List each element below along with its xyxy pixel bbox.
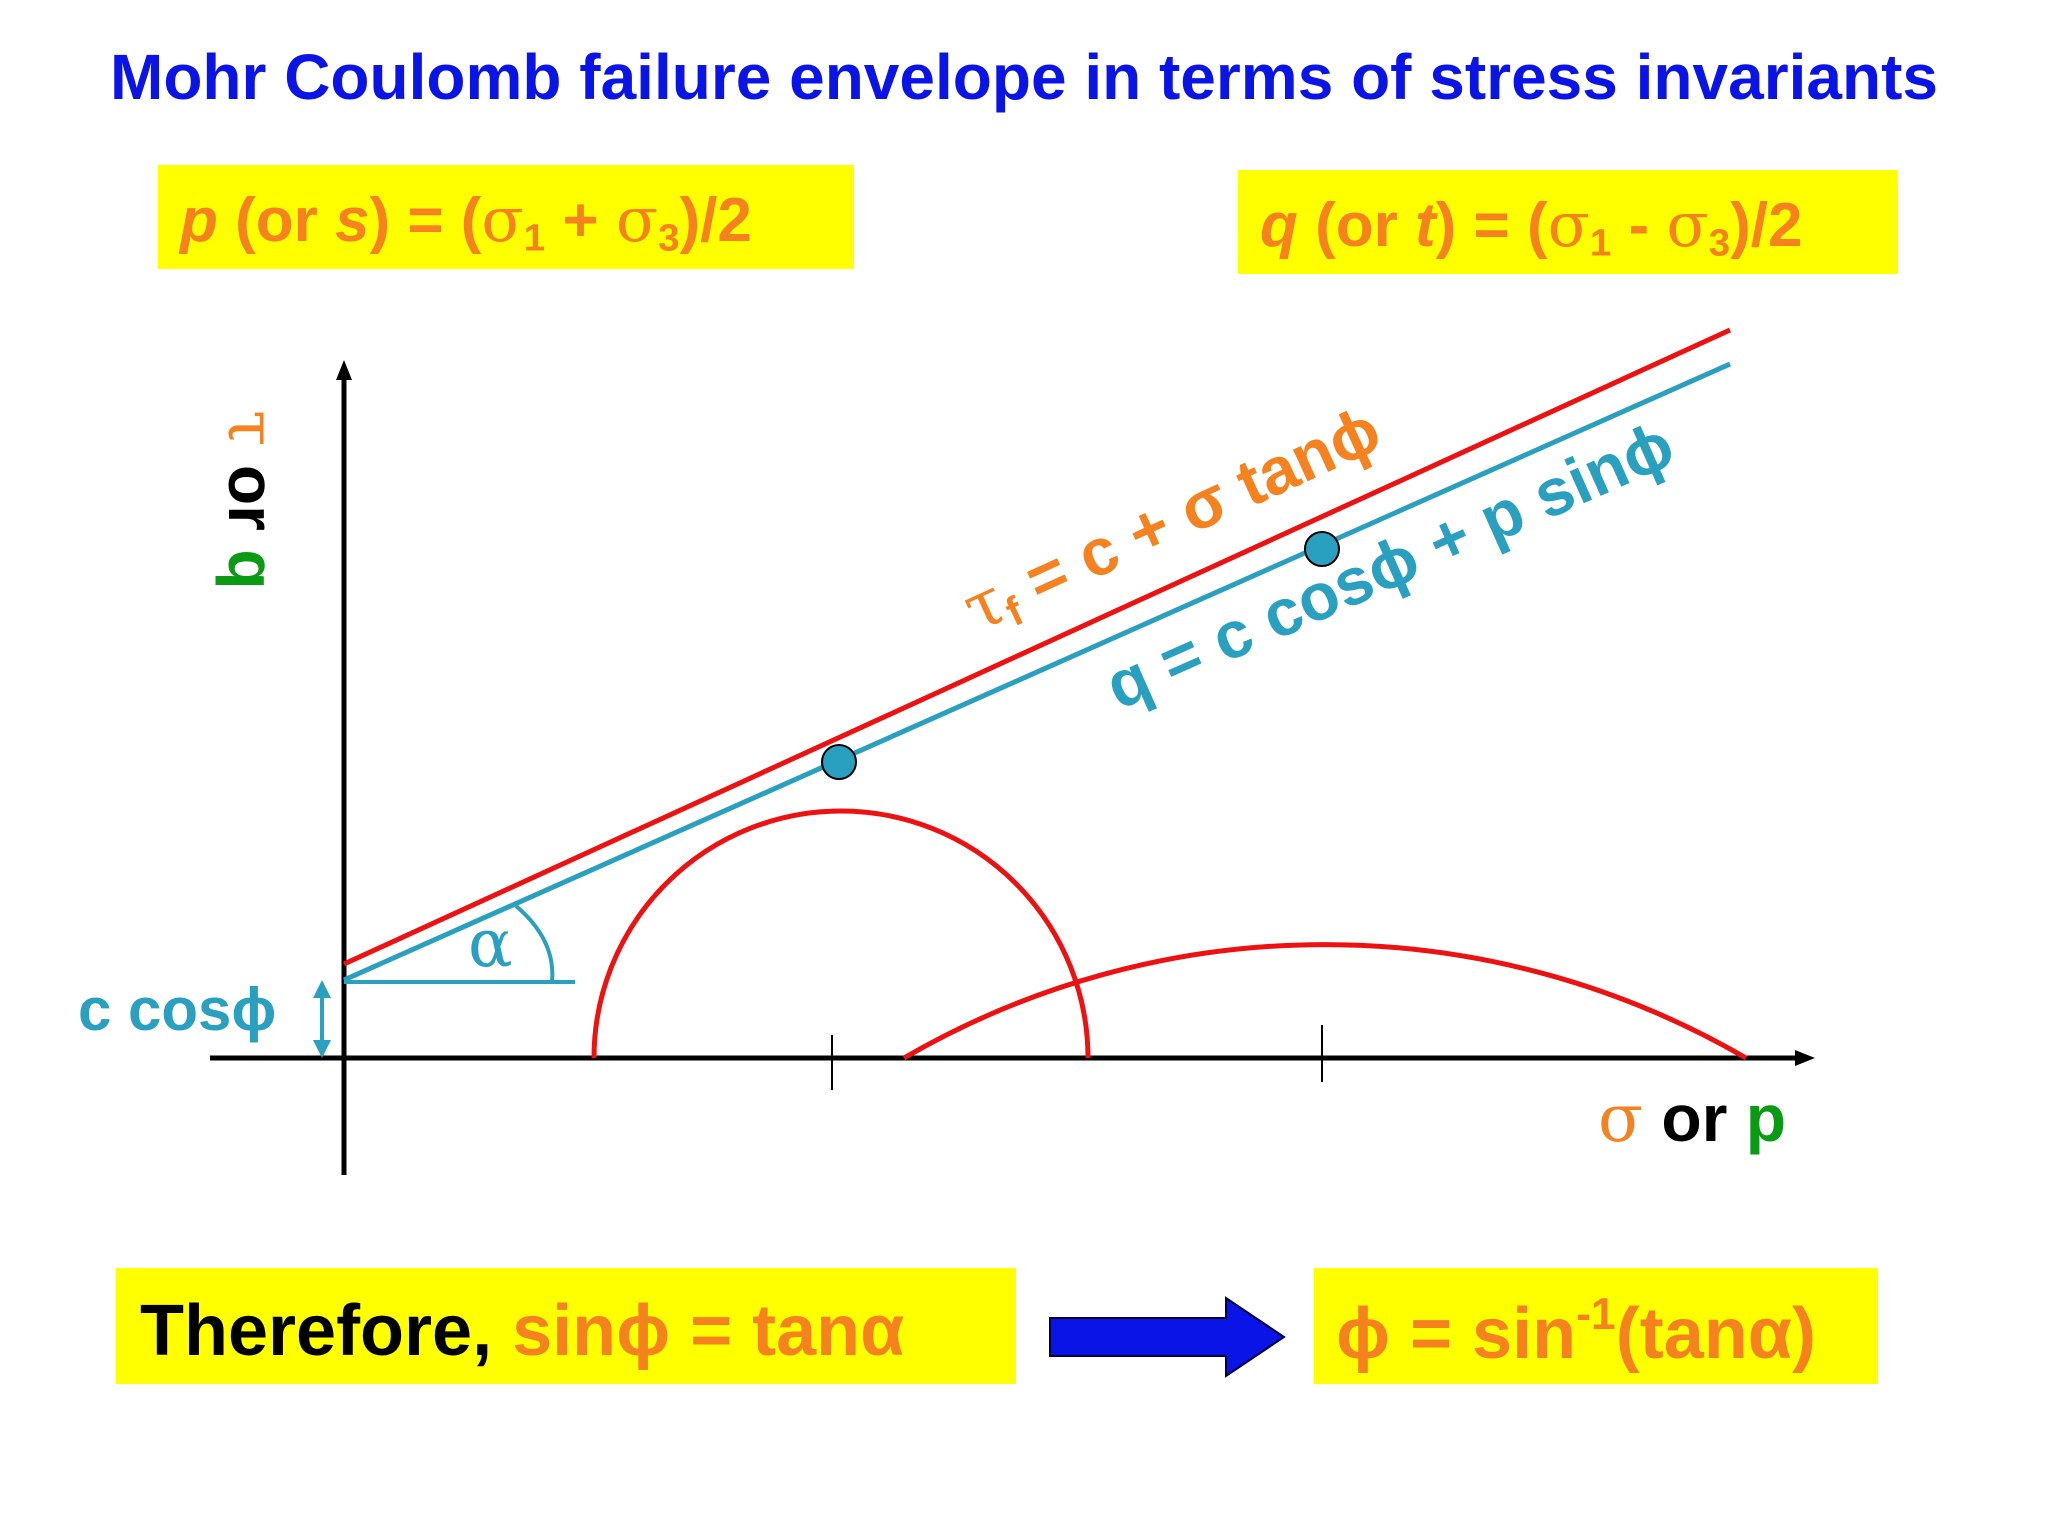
result-lhs: ϕ = sin (1336, 1294, 1577, 1375)
x-axis-alt: p (1745, 1081, 1787, 1155)
y-axis-arrowhead (336, 360, 352, 380)
y-axis-symbol: τ (213, 410, 290, 447)
tangent-point-large (1304, 531, 1340, 567)
x-axis-arrowhead (1795, 1050, 1815, 1066)
conclusion-text: Therefore, sinϕ = tanα (140, 1290, 904, 1372)
tangent-point-small (821, 744, 857, 780)
y-axis-alt: q (215, 549, 289, 590)
result-box: ϕ = sin-1(tanα) (1314, 1268, 1878, 1384)
mohr-circle-large (902, 942, 1748, 1061)
result-text: ϕ = sin-1(tanα) (1336, 1290, 1816, 1375)
q-envelope-line (342, 361, 1732, 983)
c-cos-phi-arrow-down (313, 1040, 331, 1058)
alpha-label: α (468, 905, 513, 982)
y-axis-or: or (215, 464, 289, 531)
x-axis-label: σ or p (1598, 1080, 1786, 1157)
mohr-circle-small (591, 808, 1091, 1059)
page-title: Mohr Coulomb failure envelope in terms o… (110, 41, 1938, 113)
alpha-arc (514, 904, 555, 983)
conclusion-relation: sinϕ = tanα (512, 1291, 905, 1371)
result-superscript: -1 (1576, 1290, 1616, 1339)
p-definition: p (or s) = (σ1 + σ3)/2 (180, 183, 752, 260)
c-cos-phi-label: c cosϕ (78, 976, 277, 1043)
p-definition-box: p (or s) = (σ1 + σ3)/2 (158, 165, 854, 269)
conclusion-box: Therefore, sinϕ = tanα (116, 1268, 1016, 1384)
q-definition-box: q (or t) = (σ1 - σ3)/2 (1238, 170, 1898, 274)
tau-envelope-line (342, 327, 1732, 967)
q-definition: q (or t) = (σ1 - σ3)/2 (1260, 188, 1803, 265)
result-rhs: (tanα) (1615, 1294, 1816, 1375)
implication-arrow (1049, 1296, 1286, 1378)
c-cos-phi-arrow-up (313, 980, 331, 998)
x-axis-symbol: σ (1598, 1080, 1644, 1157)
x-axis-or: or (1661, 1081, 1728, 1155)
y-axis-label: τ or q (213, 410, 290, 590)
conclusion-prefix: Therefore, (140, 1291, 493, 1371)
